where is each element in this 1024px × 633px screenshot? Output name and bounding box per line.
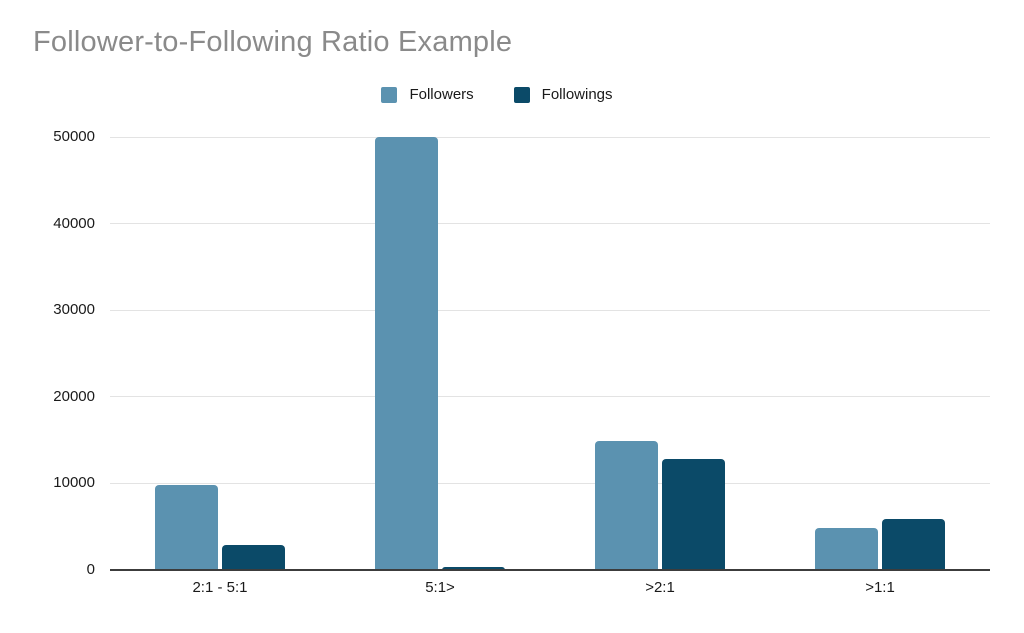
bar-group-2 [330,137,550,570]
x-tick-label-4: >1:1 [865,579,895,596]
bar-followings-1 [222,544,285,570]
legend-label-followings: Followings [541,86,613,103]
bar-followers-3 [595,440,658,570]
bar-group-4 [770,137,990,570]
plot-area [110,136,990,571]
x-axis-line [110,569,990,571]
x-tick-label-2: 5:1> [425,579,455,596]
gridline-30000 [110,309,990,311]
followings-swatch-icon [513,86,530,103]
bar-followings-2 [442,566,505,570]
legend-item-followers: Followers [381,86,474,103]
gridline-20000 [110,396,990,398]
y-tick-label-50000: 50000 [53,128,95,145]
chart-title: Follower-to-Following Ratio Example [33,26,513,58]
bar-followers-1 [155,485,218,570]
gridline-10000 [110,482,990,484]
legend-label-followers: Followers [409,86,474,103]
y-axis: 0 10000 20000 30000 40000 50000 [0,129,95,578]
x-tick-label-1: 2:1 - 5:1 [192,579,248,596]
bar-groups [110,137,990,570]
y-tick-label-30000: 30000 [53,301,95,319]
bar-followers-4 [815,527,878,570]
y-tick-label-10000: 10000 [53,474,95,492]
bar-group-1 [110,137,330,570]
legend-item-followings: Followings [513,86,613,103]
y-tick-label-20000: 20000 [53,387,95,405]
gridline-40000 [110,223,990,225]
x-axis-labels: 2:1 - 5:1 5:1> >2:1 >1:1 [110,579,990,596]
bar-followers-2 [375,137,438,570]
y-tick-label-40000: 40000 [53,214,95,232]
bar-followings-4 [882,518,945,570]
legend: Followers Followings [0,86,994,103]
gridline-50000 [110,136,990,138]
bar-group-3 [550,137,770,570]
x-tick-label-3: >2:1 [645,579,675,596]
y-tick-label-0: 0 [86,561,95,578]
bar-followings-3 [662,459,725,570]
followers-swatch-icon [381,86,398,103]
